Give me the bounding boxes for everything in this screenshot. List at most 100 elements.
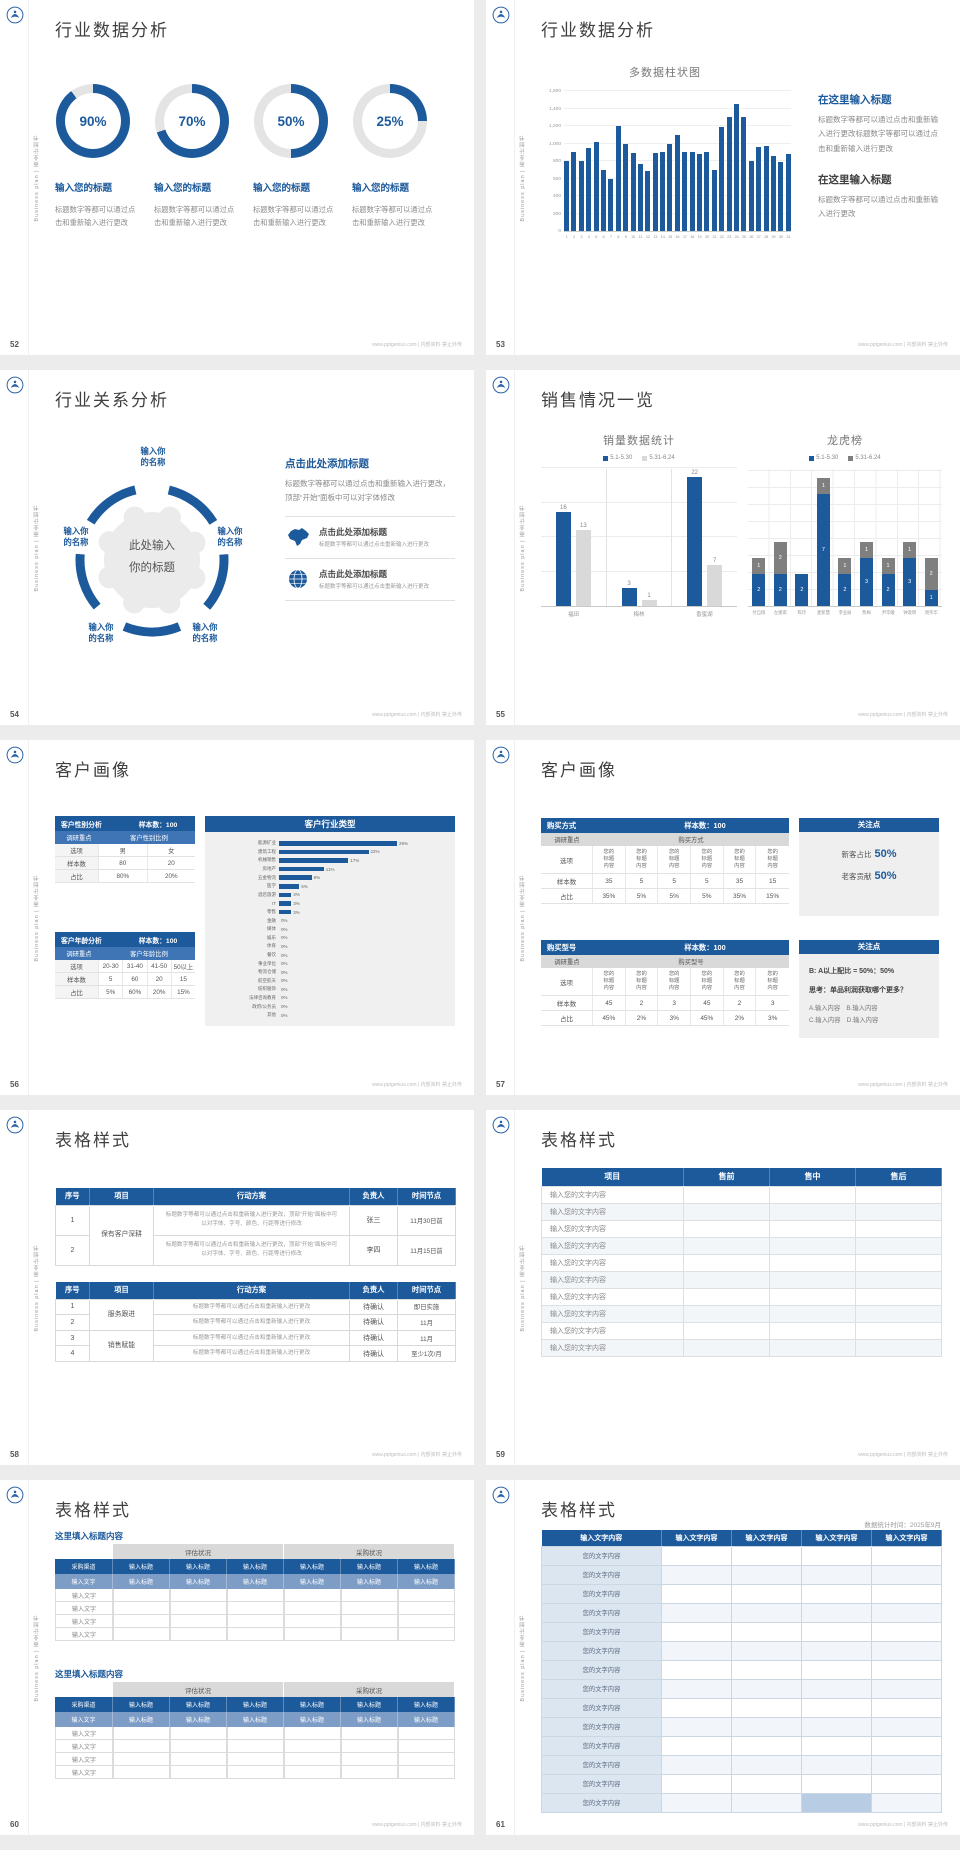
table-row: 样本数 35 5 5 5 35 15 <box>541 874 789 890</box>
bar <box>555 512 571 606</box>
analysis-table: 客户性别分析 样本数：100 调研重点 客户性别比例 选项男 女样本数 80 20 占比 80% 2… <box>55 816 195 883</box>
subheader-cell: 输入标题 <box>170 1574 227 1589</box>
column-header: 序号 <box>55 1188 90 1205</box>
hbar-value: 29% <box>399 840 409 846</box>
bar <box>697 154 703 231</box>
row-number-cell: 4 <box>55 1345 90 1363</box>
footer-url: www.pptgenius.com | 内部资料 禁止外传 <box>372 1822 462 1828</box>
stack-segment-blue: 3 <box>860 558 873 606</box>
hbar-row: 物流仓储 0% <box>207 968 447 977</box>
footer-url: www.pptgenius.com | 内部资料 禁止外传 <box>372 712 462 718</box>
empty-cell <box>661 1697 732 1718</box>
footer-url: www.pptgenius.com | 内部资料 禁止外传 <box>372 1452 462 1458</box>
x-axis-label: 14 <box>660 234 665 239</box>
column-header: 行动方案 <box>153 1282 350 1299</box>
slide-card-52[interactable]: Business plan | 商业计划书 行业数据分析 90% 输入您的标题 标题数字… <box>0 0 474 355</box>
footer-url: www.pptgenius.com | 内部资料 禁止外传 <box>858 1452 948 1458</box>
row-label-cell: 您的文字内容 <box>541 1697 662 1718</box>
y-axis-label: 1,200 <box>548 124 561 129</box>
slide-card-54[interactable]: Business plan | 商业计划书 行业关系分析 输入你 的名称 输入你 的名称输… <box>0 370 474 725</box>
empty-cell <box>801 1735 872 1756</box>
empty-cell <box>683 1236 770 1255</box>
stack-segment-gray: 1 <box>816 478 830 494</box>
donut-heading: 输入您的标题 <box>154 183 212 194</box>
slide-card-59[interactable]: Business plan | 商业计划书 表格样式 项目 售前 售中 售后 输入您的文字内… <box>486 1110 960 1465</box>
slide-card-55[interactable]: Business plan | 商业计划书 销售情况一览 销量数据统计 5.1-5.3… <box>486 370 960 725</box>
row-label-cell: 输入您的文字内容 <box>541 1253 684 1272</box>
page-number: 59 <box>496 1450 505 1459</box>
hbar-row: 医学 5% <box>207 882 447 891</box>
empty-cell <box>769 1287 856 1306</box>
empty-cell <box>661 1583 732 1604</box>
table-cell: 3% <box>767 1014 778 1022</box>
slide-card-58[interactable]: Business plan | 商业计划书 表格样式 序号 项目 行动方案 负责人 时间节点… <box>0 1110 474 1465</box>
project-cell: 销售赋能 <box>89 1329 154 1363</box>
bar-wrap: 13 <box>575 523 591 606</box>
empty-cell <box>769 1236 856 1255</box>
stack-segment-blue: 2 <box>752 574 766 606</box>
row-label-cell: 您的文字内容 <box>541 1564 662 1585</box>
focus-label: 调研重点 <box>66 835 92 842</box>
owner-cell: 待确认 <box>349 1329 398 1347</box>
logo-icon <box>6 1116 24 1134</box>
slide-card-61[interactable]: Business plan | 商业计划书 表格样式 数据统计时间：2025年9月输… <box>486 1480 960 1835</box>
table-row: 输入文字 <box>55 1753 455 1766</box>
empty-cell <box>855 1253 942 1272</box>
slide-card-60[interactable]: Business plan | 商业计划书 表格样式 这里填入标题内容 评估状况 采购状… <box>0 1480 474 1835</box>
group-header-cell: 采购状况 <box>284 1682 455 1697</box>
empty-cell <box>871 1754 942 1775</box>
x-axis-label: 福田 <box>568 612 580 618</box>
subheader-cell: 输入标题 <box>341 1712 398 1727</box>
empty-cell <box>661 1621 732 1642</box>
hbar-row: 建筑工程 22% <box>207 848 447 857</box>
bar <box>578 161 584 231</box>
hbar <box>279 884 300 889</box>
empty-cell <box>227 1766 284 1779</box>
table-cell: 选项 <box>55 960 99 972</box>
hbar-category: 事业单位 <box>258 960 276 966</box>
table-cell: 15% <box>766 892 780 900</box>
empty-cell <box>731 1716 802 1737</box>
bar-value-label: 16 <box>559 505 567 512</box>
donut-description: 标题数字等都可以通过点击和重新输入进行更改 <box>55 205 136 228</box>
slide-card-57[interactable]: Business plan | 商业计划书 客户画像 购买方式 样本数：100 调研重点… <box>486 740 960 1095</box>
empty-cell <box>284 1766 341 1779</box>
bar <box>652 153 658 231</box>
column-header: 行动方案 <box>153 1188 350 1205</box>
hbar-row: 媒体 0% <box>207 925 447 934</box>
table-cell: 35 <box>593 874 626 889</box>
slide-card-53[interactable]: Business plan | 商业计划书 行业数据分析 多数据柱状图 0 200 400… <box>486 0 960 355</box>
empty-cell <box>855 1304 942 1323</box>
row-label-cell: 输入文字 <box>55 1628 113 1641</box>
group-header-cell: 评估状况 <box>113 1682 284 1697</box>
hbar-category: 建筑工程 <box>258 848 276 854</box>
row-label-cell: 您的文字内容 <box>541 1659 662 1680</box>
option-text: 您的标题内容 <box>767 971 778 992</box>
legend-label: 5.1-5.30 <box>610 455 633 461</box>
donut-percent-label: 90% <box>79 113 107 129</box>
empty-cell <box>170 1602 227 1615</box>
empty-cell <box>284 1628 341 1641</box>
page-number: 57 <box>496 1080 505 1089</box>
hbar-row: 法律咨询教育 0% <box>207 994 447 1003</box>
empty-cell <box>855 1202 942 1221</box>
column-header-cell: 采购渠道 <box>55 1697 113 1712</box>
icon-list-item: 点击此处添加标题 标题数字等都可以通过点击重新输入进行更改 <box>285 557 455 602</box>
empty-cell <box>284 1602 341 1615</box>
hbar <box>279 849 369 855</box>
ring-node-label: 输入你 的名称 <box>124 446 182 468</box>
table-title: 购买方式 <box>547 820 577 830</box>
table-cell: 35 <box>724 874 757 889</box>
page-number: 55 <box>496 710 505 719</box>
empty-cell <box>871 1545 942 1566</box>
empty-cell <box>170 1589 227 1602</box>
subheader-cell: 输入标题 <box>113 1712 170 1727</box>
statistics-date-note: 数据统计时间：2025年9月 <box>864 1522 941 1529</box>
page-title: 行业关系分析 <box>55 391 169 410</box>
slide-body: 客户性别分析 样本数：100 调研重点 客户性别比例 选项男女样本数 80 20 占比 80% 2… <box>0 740 474 1095</box>
slide-card-56[interactable]: Business plan | 商业计划书 客户画像 客户性别分析 样本数：100 调研… <box>0 740 474 1095</box>
hbar-row: 体育 0% <box>207 942 447 951</box>
ring-node-label: 输入你 的名称 <box>72 622 130 644</box>
